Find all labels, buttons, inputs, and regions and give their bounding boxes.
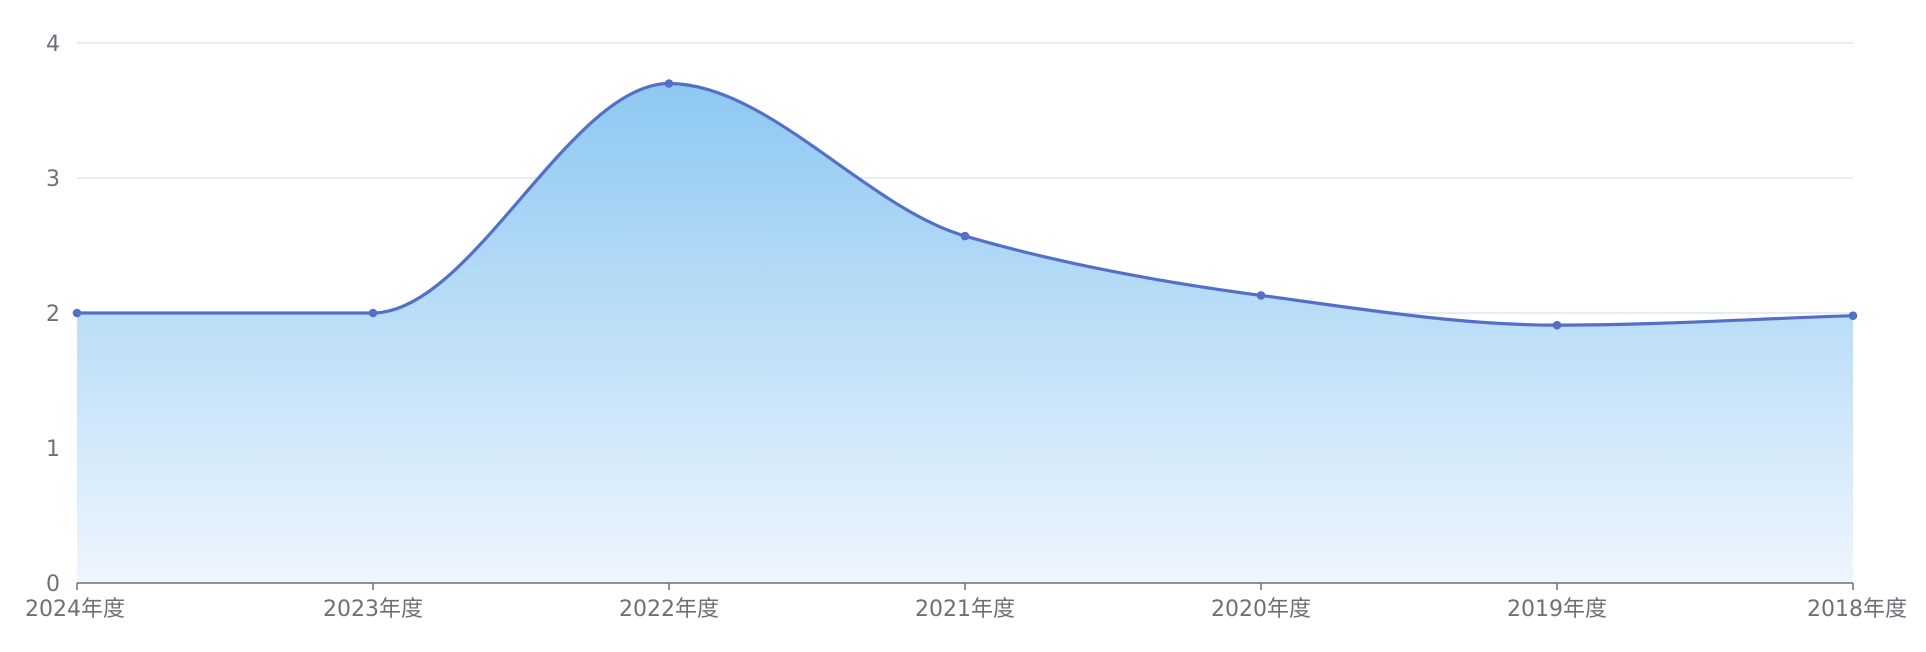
data-point	[1848, 311, 1858, 321]
data-point	[664, 79, 674, 88]
x-tick-label: 2024年度	[25, 597, 125, 622]
y-tick-label: 0	[46, 572, 60, 597]
x-tick-label: 2018年度	[1807, 597, 1907, 622]
y-tick-label: 2	[46, 302, 60, 327]
y-tick-label: 1	[46, 437, 60, 462]
data-point	[72, 308, 82, 318]
x-tick-label: 2020年度	[1211, 597, 1311, 622]
x-tick-label: 2021年度	[915, 597, 1015, 622]
x-tick-label: 2019年度	[1507, 597, 1607, 622]
y-axis-labels: 0 1 2 3 4	[46, 32, 60, 597]
data-points	[72, 79, 1858, 330]
x-tick-label: 2023年度	[323, 597, 423, 622]
data-point	[1552, 320, 1562, 330]
y-tick-label: 4	[46, 32, 60, 57]
y-tick-label: 3	[46, 167, 60, 192]
x-axis	[76, 582, 1854, 590]
area-fill	[77, 83, 1853, 583]
data-point	[368, 308, 378, 318]
x-axis-labels: 2024年度 2023年度 2022年度 2021年度 2020年度 2019年度 2018…	[25, 597, 1907, 622]
series-area	[77, 83, 1853, 583]
data-point	[960, 231, 970, 241]
x-tick-label: 2022年度	[619, 597, 719, 622]
data-point	[1256, 291, 1266, 300]
